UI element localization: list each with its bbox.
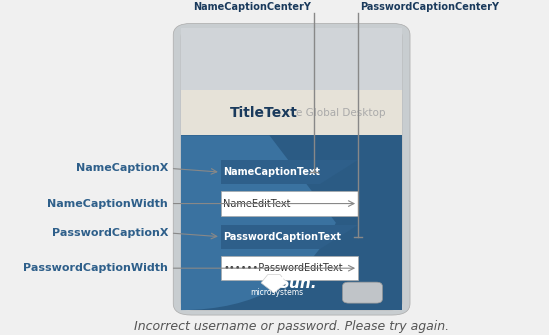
Polygon shape (320, 224, 358, 249)
Polygon shape (320, 160, 358, 184)
Text: e Global Desktop: e Global Desktop (296, 108, 385, 118)
Text: microsystems: microsystems (250, 288, 303, 297)
Text: NameCaptionCenterY: NameCaptionCenterY (193, 2, 311, 12)
FancyBboxPatch shape (343, 282, 382, 303)
Text: Incorrect username or password. Please try again.: Incorrect username or password. Please t… (134, 320, 449, 333)
Text: NameCaptionX: NameCaptionX (76, 163, 168, 174)
Bar (221, 256, 358, 280)
Bar (221, 191, 358, 216)
Text: PasswordCaptionCenterY: PasswordCaptionCenterY (361, 2, 500, 12)
FancyBboxPatch shape (181, 28, 402, 310)
Text: PasswordCaptionX: PasswordCaptionX (52, 228, 168, 238)
Text: TitleText: TitleText (229, 106, 298, 120)
Polygon shape (261, 275, 287, 293)
Bar (181, 90, 402, 135)
Bar (221, 160, 358, 184)
Bar (221, 224, 358, 249)
Bar (181, 28, 402, 90)
Text: PasswordCaptionText: PasswordCaptionText (223, 232, 341, 242)
Text: Sun.: Sun. (279, 276, 317, 291)
Bar (181, 135, 402, 310)
PathPatch shape (181, 135, 336, 310)
Text: PasswordCaptionWidth: PasswordCaptionWidth (23, 263, 168, 273)
Text: NameCaptionWidth: NameCaptionWidth (47, 199, 168, 209)
Text: NameEditText: NameEditText (223, 199, 291, 209)
FancyBboxPatch shape (173, 23, 410, 315)
Text: NameCaptionText: NameCaptionText (223, 167, 320, 177)
Text: ••••••PasswordEditText: ••••••PasswordEditText (223, 263, 343, 273)
